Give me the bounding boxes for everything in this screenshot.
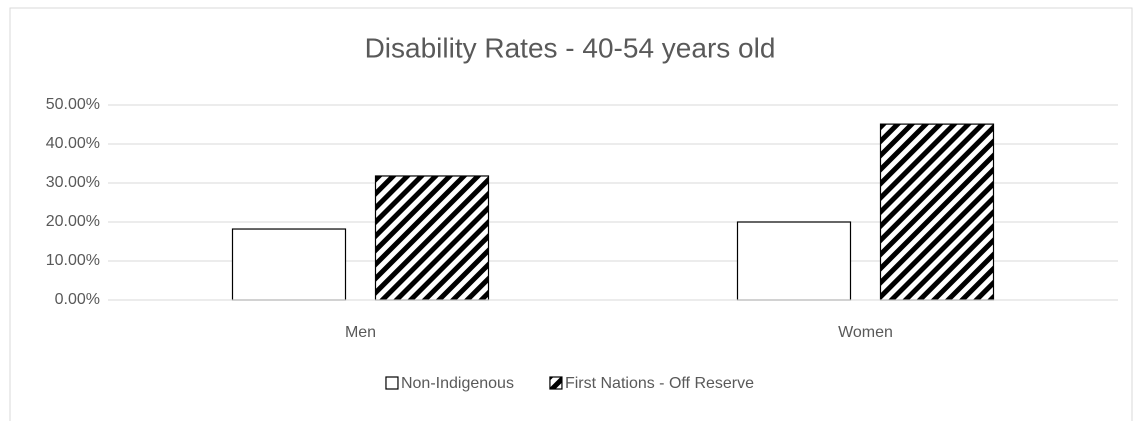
legend-label: Non-Indigenous (401, 375, 514, 392)
legend-label: First Nations - Off Reserve (565, 375, 754, 392)
legend-swatch (549, 376, 563, 390)
chart-title: Disability Rates - 40-54 years old (365, 32, 776, 63)
bar (231, 228, 347, 301)
bar (736, 221, 852, 301)
y-tick-label: 40.00% (46, 135, 100, 152)
legend: Non-Indigenous First Nations - Off Reserv… (385, 375, 754, 392)
legend-swatch (385, 376, 399, 390)
y-tick-label: 20.00% (46, 213, 100, 230)
x-tick-label: Women (838, 324, 893, 341)
y-tick-label: 0.00% (55, 291, 100, 308)
x-tick-label: Men (345, 324, 376, 341)
y-tick-label: 30.00% (46, 174, 100, 191)
y-tick-label: 50.00% (46, 96, 100, 113)
bar (374, 175, 490, 301)
bar (879, 123, 995, 301)
y-tick-label: 10.00% (46, 252, 100, 269)
